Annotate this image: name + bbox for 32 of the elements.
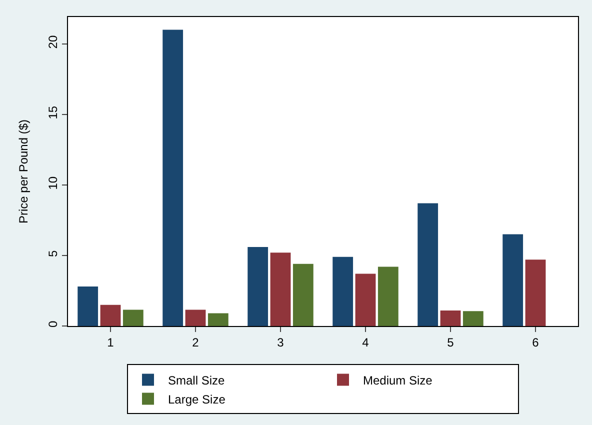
bar [208, 313, 228, 326]
bar [462, 311, 484, 326]
y-tick-label: 5 [46, 250, 60, 257]
bar [378, 266, 398, 326]
x-tick-label: 2 [192, 335, 200, 350]
bar [440, 310, 461, 326]
bar [78, 286, 98, 326]
x-tick-label: 5 [447, 335, 454, 350]
legend-label: Medium Size [363, 373, 433, 388]
bar [185, 310, 206, 326]
x-tick-label: 6 [532, 335, 540, 350]
x-tick-label: 1 [107, 335, 114, 350]
bar [355, 274, 376, 326]
y-tick-label: 15 [46, 106, 60, 120]
bar [418, 203, 438, 326]
legend-label: Small Size [168, 373, 226, 388]
bar [332, 256, 354, 326]
x-tick-label: 4 [362, 335, 370, 350]
bar [270, 252, 291, 326]
bar [292, 264, 314, 326]
bar [100, 304, 121, 326]
y-tick-label: 20 [46, 35, 60, 49]
y-axis-title: Price per Pound ($) [16, 119, 30, 224]
bar [525, 260, 546, 326]
bar [162, 30, 184, 326]
y-tick-label: 0 [46, 320, 60, 328]
legend-label: Large Size [168, 392, 226, 406]
x-tick-label: 3 [277, 335, 284, 350]
bar [122, 310, 144, 326]
bar [248, 246, 268, 326]
y-tick-label: 10 [46, 176, 60, 190]
bar [502, 234, 524, 326]
